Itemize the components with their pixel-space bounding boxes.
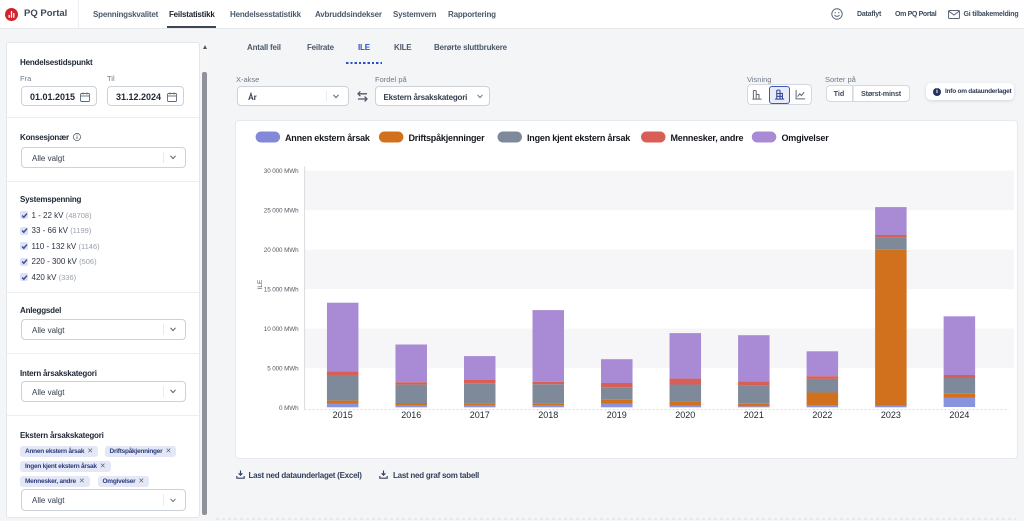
svg-text:2020: 2020 <box>675 410 695 420</box>
svg-text:2015: 2015 <box>333 410 353 420</box>
svg-text:2018: 2018 <box>538 410 558 420</box>
svg-text:2016: 2016 <box>401 410 421 420</box>
svg-text:10 000 MWh: 10 000 MWh <box>264 326 299 333</box>
svg-text:Mennesker, andre: Mennesker, andre <box>671 133 744 143</box>
svg-text:2017: 2017 <box>470 410 490 420</box>
svg-text:2021: 2021 <box>744 410 764 420</box>
svg-text:5 000 MWh: 5 000 MWh <box>267 366 299 373</box>
svg-text:Omgivelser: Omgivelser <box>782 133 830 143</box>
svg-text:Driftspåkjenninger: Driftspåkjenninger <box>409 133 486 143</box>
svg-text:ILE: ILE <box>257 279 264 289</box>
svg-text:25 000 MWh: 25 000 MWh <box>264 208 299 215</box>
svg-text:2024: 2024 <box>949 410 969 420</box>
svg-text:2022: 2022 <box>812 410 832 420</box>
svg-text:Ingen kjent ekstern årsak: Ingen kjent ekstern årsak <box>527 133 631 143</box>
svg-text:20 000 MWh: 20 000 MWh <box>264 247 299 254</box>
svg-text:0 MWh: 0 MWh <box>279 405 299 412</box>
svg-text:Annen ekstern årsak: Annen ekstern årsak <box>285 133 371 143</box>
svg-text:2019: 2019 <box>607 410 627 420</box>
svg-text:15 000 MWh: 15 000 MWh <box>264 287 299 294</box>
svg-text:30 000 MWh: 30 000 MWh <box>264 168 299 175</box>
svg-text:2023: 2023 <box>881 410 901 420</box>
